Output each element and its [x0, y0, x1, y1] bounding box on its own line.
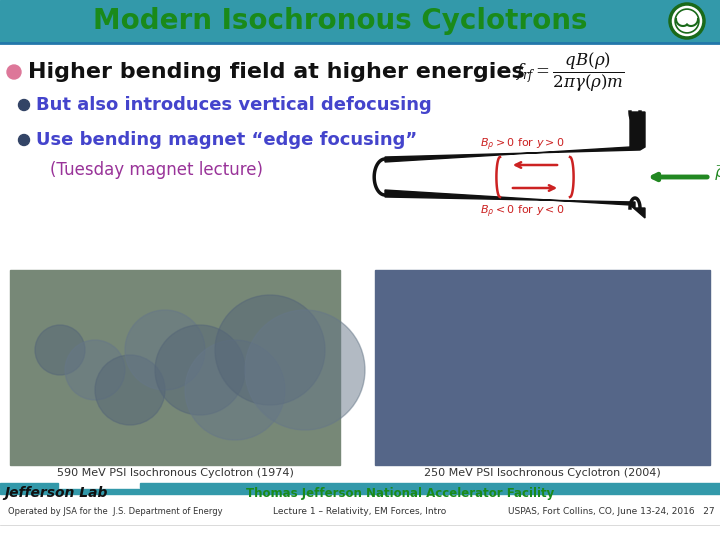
Text: 250 MeV PSI Isochronous Cyclotron (2004): 250 MeV PSI Isochronous Cyclotron (2004)	[423, 468, 660, 478]
Text: Higher bending field at higher energies: Higher bending field at higher energies	[28, 62, 525, 82]
Circle shape	[95, 355, 165, 425]
Circle shape	[19, 134, 30, 145]
Text: $B_\rho < 0\ \mathrm{for}\ y < 0$: $B_\rho < 0\ \mathrm{for}\ y < 0$	[480, 204, 564, 220]
Polygon shape	[385, 112, 645, 162]
Bar	[375, 270, 710, 465]
Bar	[0, 0, 720, 42]
Text: 590 MeV PSI Isochronous Cyclotron (1974): 590 MeV PSI Isochronous Cyclotron (1974)	[57, 468, 294, 478]
Circle shape	[215, 295, 325, 405]
Text: Jefferson Lab: Jefferson Lab	[4, 486, 107, 500]
Text: (Tuesday magnet lecture): (Tuesday magnet lecture)	[50, 161, 263, 179]
Text: $\vec{\rho}$: $\vec{\rho}$	[714, 163, 720, 184]
Bar	[0, 489, 720, 494]
Bar	[140, 483, 720, 488]
Bar	[10, 270, 340, 465]
Circle shape	[19, 99, 30, 111]
Bar	[0, 483, 58, 488]
Text: Operated by JSA for the  J.S. Department of Energy: Operated by JSA for the J.S. Department …	[8, 508, 222, 516]
Text: Lecture 1 – Relativity, EM Forces, Intro: Lecture 1 – Relativity, EM Forces, Intro	[274, 508, 446, 516]
Polygon shape	[385, 190, 645, 218]
Circle shape	[7, 65, 21, 79]
Circle shape	[65, 340, 125, 400]
Circle shape	[185, 340, 285, 440]
Text: Modern Isochronous Cyclotrons: Modern Isochronous Cyclotrons	[93, 7, 588, 35]
Circle shape	[35, 325, 85, 375]
Text: $f_{rf} = \dfrac{qB(\rho)}{2\pi\gamma(\rho)m}$: $f_{rf} = \dfrac{qB(\rho)}{2\pi\gamma(\r…	[515, 50, 625, 93]
Circle shape	[245, 310, 365, 430]
Text: USPAS, Fort Collins, CO, June 13-24, 2016   27: USPAS, Fort Collins, CO, June 13-24, 201…	[508, 508, 715, 516]
Text: $B_\rho > 0\ \mathrm{for}\ y > 0$: $B_\rho > 0\ \mathrm{for}\ y > 0$	[480, 137, 564, 153]
Text: But also introduces vertical defocusing: But also introduces vertical defocusing	[36, 96, 432, 114]
Circle shape	[670, 4, 704, 38]
Circle shape	[155, 325, 245, 415]
Text: Thomas Jefferson National Accelerator Facility: Thomas Jefferson National Accelerator Fa…	[246, 487, 554, 500]
Circle shape	[125, 310, 205, 390]
Text: Use bending magnet “edge focusing”: Use bending magnet “edge focusing”	[36, 131, 418, 149]
